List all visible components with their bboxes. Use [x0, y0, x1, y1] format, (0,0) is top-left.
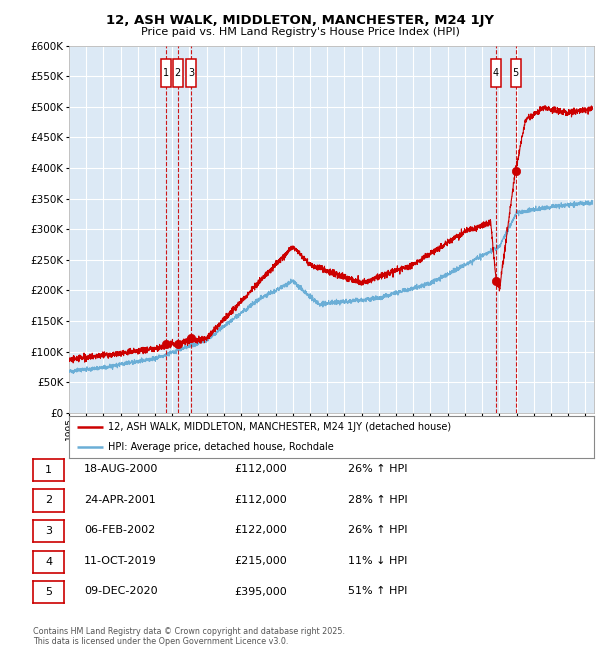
- Text: 06-FEB-2002: 06-FEB-2002: [84, 525, 155, 536]
- Text: Contains HM Land Registry data © Crown copyright and database right 2025.: Contains HM Land Registry data © Crown c…: [33, 627, 345, 636]
- Text: This data is licensed under the Open Government Licence v3.0.: This data is licensed under the Open Gov…: [33, 637, 289, 646]
- FancyBboxPatch shape: [161, 59, 171, 87]
- Text: 12, ASH WALK, MIDDLETON, MANCHESTER, M24 1JY: 12, ASH WALK, MIDDLETON, MANCHESTER, M24…: [106, 14, 494, 27]
- Text: 1: 1: [163, 68, 169, 78]
- Text: 09-DEC-2020: 09-DEC-2020: [84, 586, 158, 597]
- Text: 2: 2: [175, 68, 181, 78]
- Text: 3: 3: [45, 526, 52, 536]
- Text: HPI: Average price, detached house, Rochdale: HPI: Average price, detached house, Roch…: [109, 442, 334, 452]
- Text: £215,000: £215,000: [234, 556, 287, 566]
- Text: 11% ↓ HPI: 11% ↓ HPI: [348, 556, 407, 566]
- Text: £122,000: £122,000: [234, 525, 287, 536]
- Text: 28% ↑ HPI: 28% ↑ HPI: [348, 495, 407, 505]
- FancyBboxPatch shape: [173, 59, 182, 87]
- FancyBboxPatch shape: [511, 59, 521, 87]
- FancyBboxPatch shape: [491, 59, 500, 87]
- Text: 26% ↑ HPI: 26% ↑ HPI: [348, 525, 407, 536]
- Text: £112,000: £112,000: [234, 464, 287, 474]
- Text: 2: 2: [45, 495, 52, 506]
- Text: 5: 5: [512, 68, 518, 78]
- Text: 1: 1: [45, 465, 52, 475]
- Text: £395,000: £395,000: [234, 586, 287, 597]
- Text: £112,000: £112,000: [234, 495, 287, 505]
- Text: 12, ASH WALK, MIDDLETON, MANCHESTER, M24 1JY (detached house): 12, ASH WALK, MIDDLETON, MANCHESTER, M24…: [109, 422, 452, 432]
- Text: 4: 4: [45, 556, 52, 567]
- Text: 51% ↑ HPI: 51% ↑ HPI: [348, 586, 407, 597]
- FancyBboxPatch shape: [186, 59, 196, 87]
- Text: 18-AUG-2000: 18-AUG-2000: [84, 464, 158, 474]
- Text: 24-APR-2001: 24-APR-2001: [84, 495, 156, 505]
- Text: 26% ↑ HPI: 26% ↑ HPI: [348, 464, 407, 474]
- Text: Price paid vs. HM Land Registry's House Price Index (HPI): Price paid vs. HM Land Registry's House …: [140, 27, 460, 37]
- Text: 4: 4: [493, 68, 499, 78]
- Text: 5: 5: [45, 587, 52, 597]
- Text: 11-OCT-2019: 11-OCT-2019: [84, 556, 157, 566]
- Text: 3: 3: [188, 68, 194, 78]
